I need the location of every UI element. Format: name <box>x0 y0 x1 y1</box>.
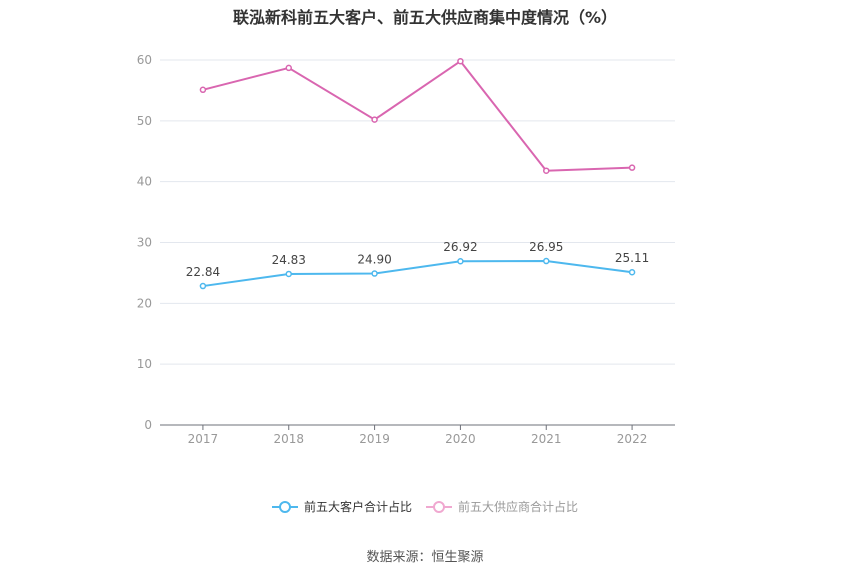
data-source: 数据来源：恒生聚源 <box>366 550 484 565</box>
x-tick-label: 2019 <box>359 432 390 446</box>
data-point[interactable] <box>371 270 378 277</box>
data-point[interactable] <box>285 64 292 72</box>
x-tick-label: 2022 <box>617 432 648 446</box>
data-point[interactable] <box>628 268 636 276</box>
y-tick-label: 50 <box>137 114 152 128</box>
data-point[interactable] <box>199 282 207 290</box>
data-point[interactable] <box>457 257 464 265</box>
series-line <box>202 260 633 288</box>
data-point[interactable] <box>371 116 378 123</box>
y-tick-label: 30 <box>137 236 152 250</box>
x-tick-label: 2021 <box>531 432 562 446</box>
legend-label: 前五大客户合计占比 <box>303 500 412 514</box>
series-line <box>202 59 633 172</box>
data-label: 24.90 <box>357 253 391 267</box>
y-tick-label: 60 <box>137 53 152 67</box>
data-point[interactable] <box>285 270 292 278</box>
data-label: 25.11 <box>615 251 649 265</box>
y-tick-label: 0 <box>144 418 152 432</box>
chart-title: 联泓新科前五大客户、前五大供应商集中度情况（%） <box>232 8 618 27</box>
data-point[interactable] <box>199 86 207 94</box>
legend: 前五大客户合计占比 前五大供应商合计占比 <box>0 498 850 515</box>
data-point[interactable] <box>543 167 550 174</box>
legend-item-suppliers[interactable]: 前五大供应商合计占比 <box>426 498 578 515</box>
data-point[interactable] <box>628 164 636 171</box>
x-tick-label: 2018 <box>273 432 304 446</box>
legend-label: 前五大供应商合计占比 <box>458 500 579 514</box>
legend-item-customers[interactable]: 前五大客户合计占比 <box>271 498 412 515</box>
legend-marker-icon <box>426 500 452 513</box>
line-chart: 0 10 20 30 40 50 60 2017 2018 2019 2020 2021 2022 22.… <box>137 53 675 446</box>
data-point[interactable] <box>457 57 464 65</box>
data-label: 26.92 <box>443 240 477 254</box>
x-tick-label: 2017 <box>188 432 219 446</box>
legend-marker-icon <box>271 500 298 513</box>
y-tick-label: 10 <box>137 357 152 371</box>
data-point[interactable] <box>543 257 550 265</box>
x-tick-label: 2020 <box>445 432 476 446</box>
y-tick-label: 40 <box>137 175 152 189</box>
data-label: 22.84 <box>186 265 220 279</box>
data-label: 26.95 <box>529 240 563 254</box>
y-tick-label: 20 <box>137 296 152 310</box>
data-label: 24.83 <box>272 253 306 267</box>
